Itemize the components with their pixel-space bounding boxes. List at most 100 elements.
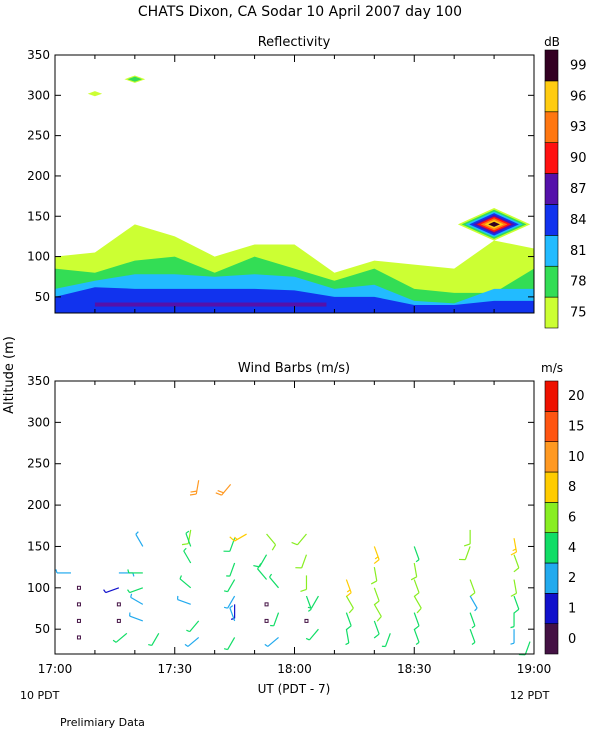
reflectivity-hotspot-0-level-99 xyxy=(488,221,500,227)
wind-barb-27 xyxy=(223,579,236,593)
x-axis-label: UT (PDT - 7) xyxy=(258,682,331,696)
wind-barb-52 xyxy=(373,546,380,565)
wind-barb-shaft xyxy=(115,632,128,643)
wind-axes: 50 100 150 200 250 300 350 17:00 17:30 18:00 18:30… xyxy=(27,374,551,676)
wind-barb-shaft xyxy=(269,576,279,589)
wind-barb-feather xyxy=(513,567,520,573)
wind-barb-shaft xyxy=(384,633,391,647)
wind-colorbar-swatch-1 xyxy=(544,593,559,624)
wind-barb-66 xyxy=(469,579,476,598)
wind-barb-9 xyxy=(112,632,128,643)
wind-barb-calm-2 xyxy=(76,602,81,607)
wind-barb-73 xyxy=(513,595,520,614)
reflectivity-panel: 50 100 150 200 250 300 350 75 78 81 84 87 90 93 96 99 xyxy=(27,48,587,329)
reflectivity-colorbar-swatch-8 xyxy=(544,49,559,82)
reflectivity-hotspot-1-level-78 xyxy=(127,76,143,82)
reflectivity-colorbar-swatch-0 xyxy=(544,296,559,329)
wind-barb-46 xyxy=(307,595,319,609)
wind-barb-10 xyxy=(135,531,144,547)
wind-barb-shaft xyxy=(267,636,279,647)
wind-barb-shaft xyxy=(464,546,471,560)
wind-barb-shaft xyxy=(185,533,192,547)
wind-barb-shaft xyxy=(135,534,144,547)
wind-barb-field xyxy=(55,480,531,656)
wind-barb-40 xyxy=(264,636,279,647)
reflectivity-colorbar-label-78: 78 xyxy=(570,275,587,290)
wind-ytick-label-350: 350 xyxy=(27,374,50,388)
wind-barb-feather xyxy=(300,588,307,592)
wind-barb-76 xyxy=(518,641,531,656)
wind-barb-69 xyxy=(469,628,476,645)
reflectivity-colorbar-swatch-1 xyxy=(544,265,559,298)
wind-barb-half-feather xyxy=(346,589,351,593)
reflectivity-contours xyxy=(55,75,534,313)
wind-barb-feather xyxy=(229,536,235,542)
wind-ytick-label-250: 250 xyxy=(27,457,50,471)
wind-barb-half-feather xyxy=(415,641,420,645)
wind-xtick-label-3: 18:30 xyxy=(397,662,432,676)
reflectivity-colorbar-swatch-3 xyxy=(544,204,559,236)
wind-ytick-label-300: 300 xyxy=(27,415,50,429)
wind-barb-43 xyxy=(300,575,308,592)
wind-barb-half-feather xyxy=(307,606,312,609)
wind-barb-shaft xyxy=(179,578,192,589)
reflectivity-ytick-label-250: 250 xyxy=(27,129,50,143)
wind-barb-calm-37 xyxy=(264,618,269,623)
wind-barb-feather xyxy=(463,543,471,547)
reflectivity-colorbar-swatch-6 xyxy=(544,111,559,143)
wind-barb-63 xyxy=(413,628,420,645)
wind-barb-feather xyxy=(410,576,417,581)
reflectivity-colorbar-swatch-7 xyxy=(544,80,559,113)
wind-barb-35 xyxy=(257,563,268,580)
wind-colorbar-label-0: 0 xyxy=(568,632,576,647)
wind-barb-feather xyxy=(271,544,277,551)
wind-barb-26 xyxy=(226,562,236,577)
wind-barb-42 xyxy=(295,554,308,569)
wind-colorbar-label-8: 8 xyxy=(568,480,576,495)
wind-colorbar-label-20: 20 xyxy=(568,389,585,404)
wind-barb-half-feather xyxy=(112,639,117,643)
wind-barb-shaft xyxy=(151,633,160,646)
wind-barb-half-feather xyxy=(374,556,379,560)
wind-barb-72 xyxy=(510,579,518,597)
wind-barb-54 xyxy=(373,587,380,606)
reflectivity-ytick-label-300: 300 xyxy=(27,88,50,102)
wind-barb-calm-8 xyxy=(116,618,121,623)
wind-barb-shaft xyxy=(308,628,319,641)
wind-barb-shaft xyxy=(229,607,236,622)
wind-barb-shaft xyxy=(513,595,520,610)
wind-colorbar: 0 1 2 4 6 8 10 15 20 xyxy=(544,380,585,655)
wind-barb-shaft xyxy=(524,641,531,655)
wind-colorbar-label-2: 2 xyxy=(568,571,576,586)
wind-barb-half-feather xyxy=(135,531,139,535)
wind-colorbar-swatch-2 xyxy=(544,562,559,594)
wind-barb-shaft xyxy=(177,599,191,605)
reflectivity-colorbar: 75 78 81 84 87 90 93 96 99 xyxy=(544,49,587,329)
wind-barb-67 xyxy=(469,595,478,612)
wind-barb-shaft xyxy=(413,562,418,577)
wind-barb-half-feather xyxy=(229,605,234,609)
wind-barb-shaft xyxy=(195,480,200,495)
wind-colorbar-label-4: 4 xyxy=(568,541,576,556)
wind-xtick-label-4: 19:00 xyxy=(517,662,552,676)
wind-barb-65 xyxy=(459,546,471,561)
wind-barb-half-feather xyxy=(223,648,228,651)
wind-barb-shaft xyxy=(345,612,352,626)
reflectivity-axes: 50 100 150 200 250 300 350 xyxy=(27,48,535,313)
reflectivity-colorbar-swatch-2 xyxy=(544,235,559,267)
wind-barb-calm-1 xyxy=(76,585,81,590)
wind-ytick-label-150: 150 xyxy=(27,539,50,553)
wind-ytick-label-100: 100 xyxy=(27,581,50,595)
wind-barb-55 xyxy=(373,604,382,622)
wind-barb-41 xyxy=(291,533,307,546)
reflectivity-ytick-label-200: 200 xyxy=(27,169,50,183)
wind-ytick-label-50: 50 xyxy=(35,622,50,636)
wind-colorbar-swatch-6 xyxy=(544,441,559,473)
right-date-label: 12 PDT xyxy=(510,689,550,702)
wind-barb-half-feather xyxy=(148,643,152,647)
wind-barb-49 xyxy=(345,595,354,614)
reflectivity-colorbar-label-81: 81 xyxy=(570,244,587,259)
wind-barb-half-feather xyxy=(345,642,350,646)
wind-barb-50 xyxy=(345,612,352,631)
wind-barb-half-feather xyxy=(471,641,476,645)
